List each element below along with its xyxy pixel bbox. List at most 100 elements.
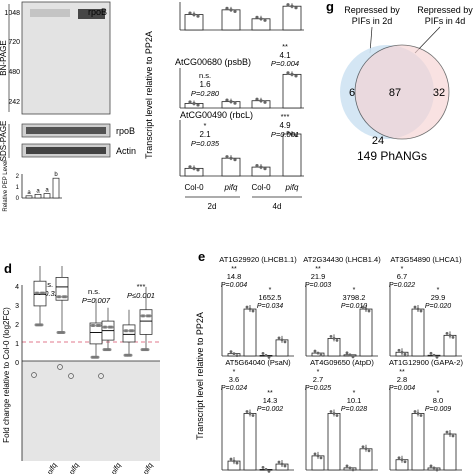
e-stat-fold: 1652.5 — [259, 293, 282, 302]
e-stat-p: P=0.003 — [305, 282, 331, 289]
e-gene-title: AT1G29920 (LHCB1.1) — [219, 255, 297, 264]
data-point — [192, 166, 196, 170]
e-data-point — [235, 354, 239, 358]
rpob-high-band — [78, 9, 105, 19]
data-point — [290, 4, 294, 8]
d-stat-p: P≤0.001 — [127, 291, 155, 300]
data-point — [188, 165, 192, 169]
e-data-point — [432, 353, 436, 357]
negative-region — [22, 361, 160, 461]
e-data-point — [419, 309, 423, 313]
venn-right-label-line1: Repressed by — [417, 5, 473, 15]
psbb-4d-fold: 4.1 — [279, 51, 291, 60]
venn-left-label-line2: PIFs in 2d — [352, 16, 393, 26]
data-point — [263, 18, 267, 22]
venn-overlap-count: 87 — [389, 87, 401, 99]
e-data-point — [413, 410, 417, 413]
psbb-gene-title: AtCG00680 (psbB) — [175, 57, 251, 67]
e-data-point — [280, 462, 284, 466]
data-point — [229, 8, 233, 12]
rbcl-gene-title: AtCG00490 (rbcL) — [180, 110, 253, 120]
data-point — [255, 97, 259, 101]
e-stat-fold: 3798.2 — [343, 293, 366, 302]
venn-left-label-line1: Repressed by — [344, 5, 400, 15]
transcript-bar — [221, 9, 241, 31]
e-data-point — [261, 466, 265, 469]
e-gene-title: AT5G64040 (PsaN) — [225, 358, 291, 367]
data-point — [255, 15, 259, 19]
e-data-point — [316, 351, 320, 355]
venn-circle-4d — [354, 44, 450, 140]
psbb-2d-fold: 1.6 — [199, 80, 211, 89]
pep-letter: b — [54, 172, 58, 178]
e-data-point — [429, 351, 433, 355]
e-data-point — [332, 336, 336, 340]
e-data-point — [345, 464, 349, 468]
e-data-point — [345, 351, 349, 355]
d-stat-sig: *** — [137, 282, 146, 291]
e-data-point — [232, 459, 236, 463]
box-point — [142, 314, 146, 318]
rbcl-2d-stars: * — [204, 121, 207, 130]
box-point — [125, 329, 129, 333]
e-data-point — [245, 410, 249, 413]
e-gene-title: AT4G09650 (AtpD) — [310, 358, 374, 367]
data-point — [225, 155, 229, 159]
data-point — [225, 6, 229, 10]
e-data-point — [229, 457, 233, 461]
d-tick-0: 0 — [15, 360, 19, 367]
e-data-point — [329, 334, 333, 338]
data-point — [286, 71, 290, 75]
e-data-point — [451, 335, 455, 339]
outlier — [98, 373, 104, 379]
transcript-bar — [282, 133, 302, 177]
pep-bar — [25, 195, 33, 199]
e-data-point — [448, 333, 452, 337]
day-label-4d: 4d — [273, 202, 282, 211]
bn-page-label: BN-PAGE — [0, 40, 8, 75]
sds-actin-band — [26, 147, 106, 154]
d-x-label: pifq — [140, 461, 155, 474]
data-point — [290, 72, 294, 76]
d-stat-p: P=0.007 — [82, 296, 111, 305]
data-point — [263, 166, 267, 171]
outlier — [31, 372, 37, 378]
d-x-label: pifq — [44, 461, 59, 474]
psbb-2d-p: P=0.280 — [191, 89, 220, 98]
box-point — [58, 295, 62, 299]
panel-e-letter: e — [198, 249, 205, 264]
e-stat-stars: * — [353, 287, 356, 294]
e-stat-stars: * — [317, 369, 320, 376]
e-bar — [411, 308, 425, 357]
x-label-col0: Col-0 — [251, 183, 271, 192]
panel-g-venn: g Repressed by PIFs in 2d Repressed by P… — [326, 0, 473, 163]
e-data-point — [248, 307, 252, 311]
box-point — [40, 323, 44, 327]
psbb-4d-stars: ** — [282, 42, 288, 51]
e-data-point — [435, 468, 439, 472]
e-stat-stars: * — [353, 390, 356, 397]
e-data-point — [445, 331, 449, 335]
d-x-label: pifq — [108, 461, 123, 474]
e-gene-title: AT1G12900 (GAPA-2) — [389, 358, 463, 367]
e-stat-p: P=0.004 — [389, 385, 415, 392]
d-tick-4: 4 — [15, 284, 19, 291]
pep-letter: a — [27, 190, 31, 196]
e-stat-p: P=0.004 — [221, 282, 247, 289]
sds-page-label: SDS-PAGE — [0, 121, 8, 162]
e-stat-stars: ** — [315, 266, 321, 273]
d-stat-p: P=0.326 — [35, 289, 64, 298]
e-stat-fold: 21.9 — [311, 272, 326, 281]
bn-page-gel — [21, 1, 111, 115]
e-data-point — [261, 352, 265, 355]
data-point — [294, 74, 298, 78]
e-stat-p: P=0.010 — [341, 303, 367, 310]
pep-bar — [34, 193, 42, 199]
e-data-point — [316, 454, 320, 458]
x-label-pifq: pifq — [224, 183, 238, 192]
e-bar — [443, 334, 457, 357]
data-point — [233, 9, 237, 13]
e-data-point — [229, 350, 233, 354]
sds-rpob-label: rpoB — [116, 126, 135, 136]
e-data-point — [283, 464, 287, 468]
